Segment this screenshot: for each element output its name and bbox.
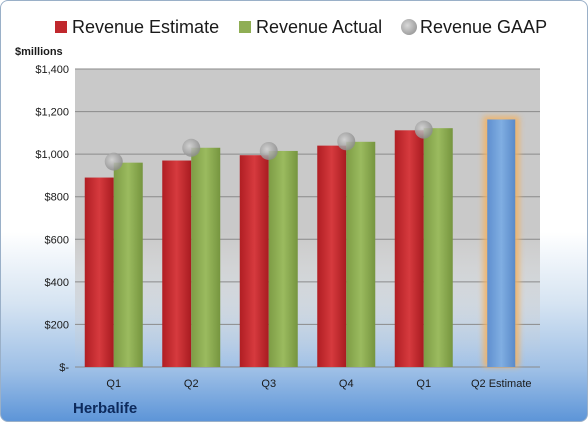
x-axis-ticks: Q1 Q2 Q3 Q4 Q1 Q2 Estimate bbox=[106, 378, 531, 390]
gridlines bbox=[75, 68, 540, 368]
x-tick-label: Q4 bbox=[339, 378, 354, 390]
x-tick-label: Q2 Estimate bbox=[471, 378, 532, 390]
y-tick-label: $1,000 bbox=[35, 149, 69, 161]
y-tick-label: $400 bbox=[45, 277, 69, 289]
y-tick-label: $- bbox=[59, 362, 69, 374]
x-tick-label: Q3 bbox=[261, 378, 276, 390]
y-tick-label: $1,400 bbox=[35, 64, 69, 76]
bar-q2-estimate bbox=[487, 119, 516, 367]
legend-swatch bbox=[401, 19, 417, 35]
y-tick-label: $800 bbox=[45, 192, 69, 204]
bar-revenue-actual bbox=[113, 162, 143, 367]
legend-label: Revenue Estimate bbox=[72, 17, 219, 37]
x-tick-label: Q2 bbox=[184, 378, 199, 390]
marker-revenue-gaap bbox=[182, 138, 201, 157]
bar-revenue-estimate bbox=[317, 145, 347, 367]
bar-revenue-estimate bbox=[84, 177, 114, 367]
marker-revenue-gaap bbox=[104, 152, 123, 171]
marker-revenue-gaap bbox=[414, 120, 433, 139]
company-label: Herbalife bbox=[73, 400, 137, 417]
bar-revenue-actual bbox=[268, 150, 298, 367]
legend-swatch bbox=[55, 21, 67, 33]
bar-revenue-estimate bbox=[394, 130, 424, 367]
x-tick-label: Q1 bbox=[106, 378, 121, 390]
y-tick-label: $600 bbox=[45, 234, 69, 246]
bar-series bbox=[84, 116, 520, 367]
legend: Revenue Estimate Revenue Actual Revenue GA… bbox=[55, 17, 547, 37]
legend-label: Revenue GAAP bbox=[420, 17, 547, 37]
y-axis-unit-label: $millions bbox=[15, 46, 63, 58]
y-axis-ticks: $- $200 $400 $600 $800 $1,000 $1,200 $1,400 bbox=[35, 64, 69, 374]
legend-label: Revenue Actual bbox=[256, 17, 382, 37]
bar-revenue-actual bbox=[346, 141, 376, 367]
bar-revenue-estimate bbox=[162, 160, 192, 367]
bar-revenue-estimate bbox=[239, 155, 269, 367]
x-tick-label: Q1 bbox=[416, 378, 431, 390]
bar-revenue-actual bbox=[191, 147, 221, 367]
gaap-markers bbox=[104, 120, 433, 171]
marker-revenue-gaap bbox=[337, 132, 356, 151]
y-tick-label: $200 bbox=[45, 319, 69, 331]
y-tick-label: $1,200 bbox=[35, 107, 69, 119]
bar-revenue-actual bbox=[423, 128, 453, 367]
plot-area bbox=[75, 69, 540, 367]
legend-swatch bbox=[239, 21, 251, 33]
marker-revenue-gaap bbox=[259, 141, 278, 160]
